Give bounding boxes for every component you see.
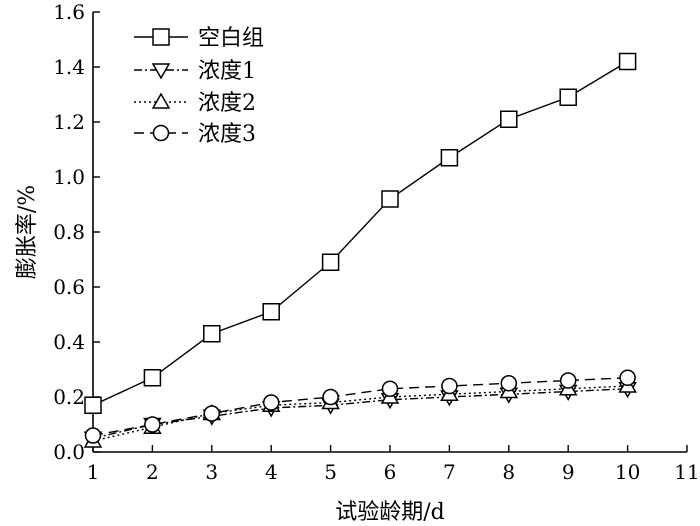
x-tick-label: 6 <box>384 460 397 484</box>
data-point <box>500 375 518 392</box>
data-point <box>84 396 102 414</box>
series-3 <box>83 376 637 448</box>
legend-marker <box>151 92 171 109</box>
series-2 <box>83 382 637 448</box>
x-tick-label: 4 <box>265 460 278 484</box>
data-point <box>440 149 459 167</box>
data-point <box>262 303 280 321</box>
data-point <box>381 190 399 208</box>
x-tick-label: 9 <box>562 460 575 484</box>
legend-marker <box>151 63 171 80</box>
y-tick-label: 0.2 <box>53 385 85 409</box>
data-point <box>441 377 458 395</box>
series-1 <box>84 52 637 414</box>
y-tick-label: 1.0 <box>53 165 85 189</box>
series-line <box>92 60 628 406</box>
x-tick-label: 8 <box>502 460 515 484</box>
data-point <box>500 110 518 128</box>
data-point <box>619 369 636 386</box>
legend-marker <box>152 124 170 142</box>
data-point <box>322 388 339 406</box>
legend-label: 浓度2 <box>198 91 256 116</box>
y-tick-label: 0.0 <box>53 440 85 464</box>
data-point <box>144 416 161 433</box>
data-point <box>203 405 221 422</box>
legend-label: 浓度1 <box>198 59 256 84</box>
series-layer <box>83 52 637 448</box>
series-line <box>92 377 628 437</box>
x-tick-label: 3 <box>205 460 218 484</box>
y-axis-title: 膨胀率/% <box>15 185 40 279</box>
x-tick-label: 7 <box>443 460 456 484</box>
legend-item-4: 浓度3 <box>134 122 256 147</box>
data-point <box>84 427 102 444</box>
y-tick-label: 1.4 <box>53 55 85 79</box>
legend-item-2: 浓度1 <box>134 59 256 84</box>
x-tick-label: 1 <box>87 460 100 484</box>
legend-marker <box>152 28 170 46</box>
data-point <box>143 369 162 387</box>
series-line <box>92 385 628 442</box>
x-tick-label: 2 <box>146 460 159 484</box>
data-point <box>559 88 577 106</box>
y-tick-label: 1.2 <box>53 110 85 134</box>
data-point <box>618 52 637 71</box>
series-line <box>92 388 628 439</box>
data-point <box>559 372 577 389</box>
y-tick-label: 1.6 <box>53 0 85 24</box>
x-tick-label: 11 <box>674 460 699 484</box>
data-point <box>321 253 340 271</box>
y-tick-label: 0.6 <box>53 275 85 299</box>
axes: 1 2 3 4 5 6 7 8 9 10 11 0.0 0.2 0.4 0.6 0.8 1.0 1.2 1.4 1.6 <box>53 0 700 484</box>
legend-label: 浓度3 <box>198 122 256 147</box>
series-4 <box>84 369 636 444</box>
data-point <box>203 325 221 343</box>
x-tick-label: 10 <box>615 460 640 484</box>
x-axis-title: 试验龄期/d <box>335 500 445 525</box>
data-point <box>381 380 399 397</box>
data-point <box>262 394 280 411</box>
legend-label: 空白组 <box>198 26 264 51</box>
y-tick-label: 0.8 <box>53 220 85 244</box>
legend-item-1: 空白组 <box>134 26 264 51</box>
y-tick-label: 0.4 <box>53 330 85 354</box>
x-tick-label: 5 <box>324 460 337 484</box>
legend-item-3: 浓度2 <box>134 91 256 116</box>
